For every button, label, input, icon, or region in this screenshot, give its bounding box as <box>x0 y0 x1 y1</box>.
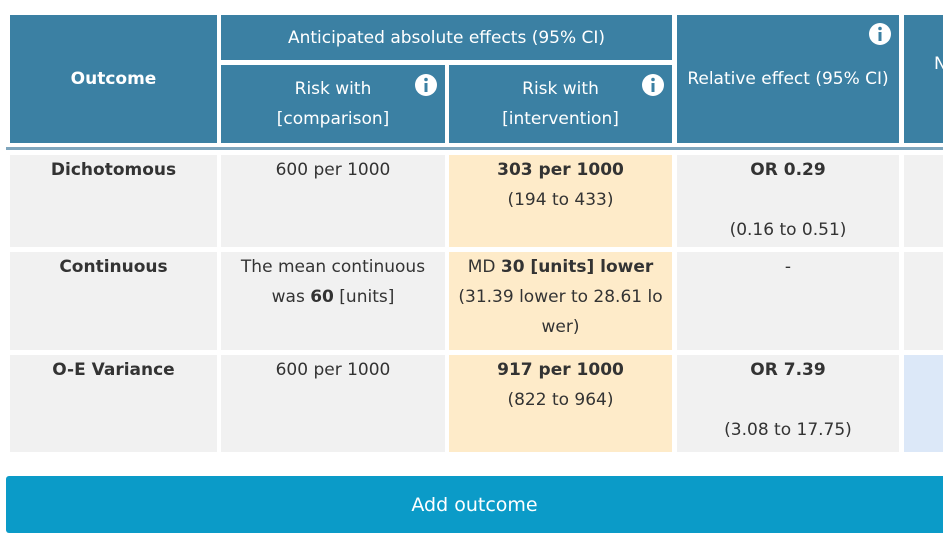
header-anticipated: Anticipated absolute effects (95% CI) <box>221 15 672 60</box>
info-icon[interactable] <box>414 73 438 97</box>
add-outcome-button[interactable]: Add outcome <box>6 476 943 533</box>
cell-relative: - <box>677 252 899 350</box>
info-icon[interactable] <box>868 22 892 46</box>
value: 30 [units] lower <box>500 257 654 277</box>
ci: (0.16 to 0.51) <box>729 220 847 240</box>
ci: (822 to 964) <box>507 390 614 410</box>
header-text: [comparison] <box>276 109 390 129</box>
cell-intervention: MD 30 [units] lower (31.39 lower to 28.61… <box>449 252 672 350</box>
value: OR 0.29 <box>750 160 826 180</box>
cell-intervention: 303 per 1000 (194 to 433) <box>449 155 672 247</box>
cell-outcome: O-E Variance <box>10 355 217 452</box>
text: MD <box>467 257 496 277</box>
header-risk-intervention: Risk with [intervention] <box>449 65 672 143</box>
ci: (31.39 lower to 28.61 lower) <box>458 287 663 337</box>
value: 303 per 1000 <box>497 160 624 180</box>
header-separator <box>6 147 943 150</box>
header-relative: Relative effect (95% CI) <box>677 15 899 143</box>
header-text: [intervention] <box>502 109 619 129</box>
header-risk-comparison: Risk with [comparison] <box>221 65 445 143</box>
cell-relative: OR 0.29 (0.16 to 0.51) <box>677 155 899 247</box>
cell-outcome: Continuous <box>10 252 217 350</box>
cell-comparison: The mean continuous was 60 [units] <box>221 252 445 350</box>
header-text: Risk with <box>294 79 372 99</box>
cell-next <box>904 355 943 452</box>
cell-comparison: 600 per 1000 <box>221 355 445 452</box>
ci: (194 to 433) <box>507 190 614 210</box>
cell-outcome: Dichotomous <box>10 155 217 247</box>
header-outcome: Outcome <box>10 15 217 143</box>
value: 917 per 1000 <box>497 360 624 380</box>
text: [units] <box>339 287 395 307</box>
header-text: Risk with <box>522 79 599 99</box>
header-next: N <box>904 15 943 143</box>
cell-intervention: 917 per 1000 (822 to 964) <box>449 355 672 452</box>
cell-next <box>904 155 943 247</box>
cell-relative: OR 7.39 (3.08 to 17.75) <box>677 355 899 452</box>
cell-next <box>904 252 943 350</box>
ci: (3.08 to 17.75) <box>724 420 852 440</box>
info-icon[interactable] <box>641 73 665 97</box>
value: OR 7.39 <box>750 360 826 380</box>
value: 60 <box>310 287 334 307</box>
cell-comparison: 600 per 1000 <box>221 155 445 247</box>
text: The mean continuous was <box>240 257 426 307</box>
